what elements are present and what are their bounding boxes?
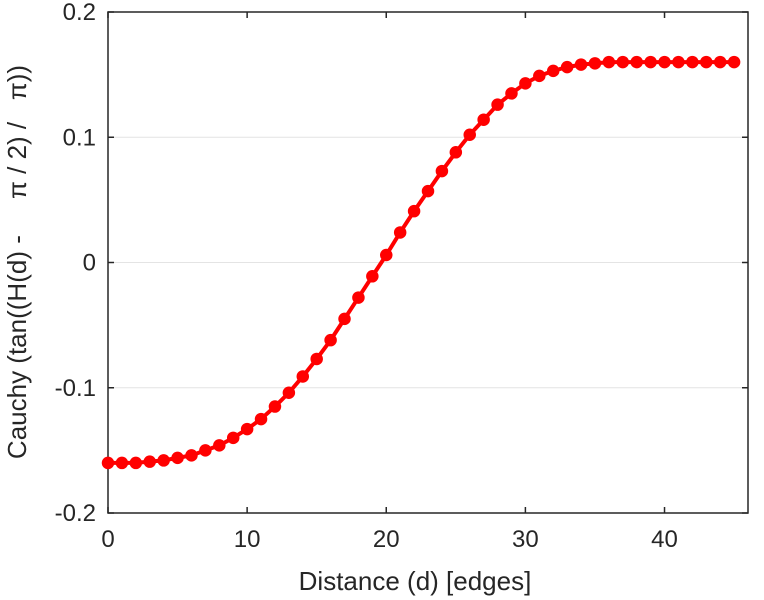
data-point	[226, 431, 240, 445]
data-point	[491, 98, 504, 111]
y-tick-label: -0.1	[55, 375, 96, 402]
x-tick-label: 40	[651, 526, 678, 553]
data-series	[101, 55, 741, 470]
data-point	[686, 55, 699, 69]
data-point	[407, 204, 421, 218]
data-point	[310, 352, 323, 366]
y-tick-label: 0.2	[63, 0, 96, 26]
x-axis-label: Distance (d) [edges]	[299, 566, 532, 596]
y-tick-label: 0.1	[63, 124, 96, 151]
data-point	[630, 55, 643, 69]
data-point	[185, 449, 198, 462]
data-point	[254, 412, 268, 426]
data-point	[421, 184, 435, 198]
data-point	[700, 55, 713, 69]
data-point	[463, 128, 476, 141]
data-point	[713, 55, 727, 69]
data-point	[296, 370, 310, 383]
data-point	[560, 60, 574, 74]
x-tick-label: 0	[101, 526, 114, 553]
axis-ticks: -0.2 -0.1 0 0.1 0.2 0 10 20 30 40	[55, 0, 748, 553]
data-point	[533, 69, 546, 83]
data-point	[324, 333, 337, 347]
data-point	[366, 270, 379, 283]
series-line	[108, 60, 735, 465]
data-point	[435, 164, 449, 178]
data-point	[658, 55, 671, 69]
data-point	[199, 444, 212, 457]
data-point	[213, 439, 226, 452]
data-point	[393, 226, 407, 239]
data-point	[240, 422, 254, 436]
data-point	[505, 87, 518, 100]
data-point	[171, 451, 184, 465]
data-point	[101, 456, 115, 470]
x-tick-label: 10	[234, 526, 261, 553]
data-point	[616, 55, 630, 69]
data-point	[574, 58, 588, 71]
data-point	[449, 146, 463, 159]
data-point	[115, 456, 129, 470]
data-point	[546, 64, 560, 78]
data-point	[129, 456, 143, 470]
data-point	[380, 248, 393, 262]
data-point	[519, 77, 532, 90]
data-point	[268, 400, 282, 413]
y-axis-label: Cauchy (tan((H(d) - π / 2) / π))	[2, 65, 32, 459]
data-point	[282, 386, 296, 400]
y-tick-label: 0	[83, 250, 96, 277]
y-tick-label: -0.2	[55, 500, 96, 527]
data-point	[157, 454, 170, 467]
data-point	[602, 55, 616, 69]
data-point	[588, 57, 602, 70]
data-point	[672, 55, 685, 69]
x-tick-label: 30	[512, 526, 539, 553]
data-point	[477, 113, 490, 126]
data-point	[644, 55, 657, 69]
data-point	[338, 312, 351, 326]
x-tick-label: 20	[373, 526, 400, 553]
grid-lines	[108, 136, 748, 389]
data-point	[352, 291, 365, 304]
data-point	[143, 455, 156, 468]
data-point	[727, 55, 741, 69]
